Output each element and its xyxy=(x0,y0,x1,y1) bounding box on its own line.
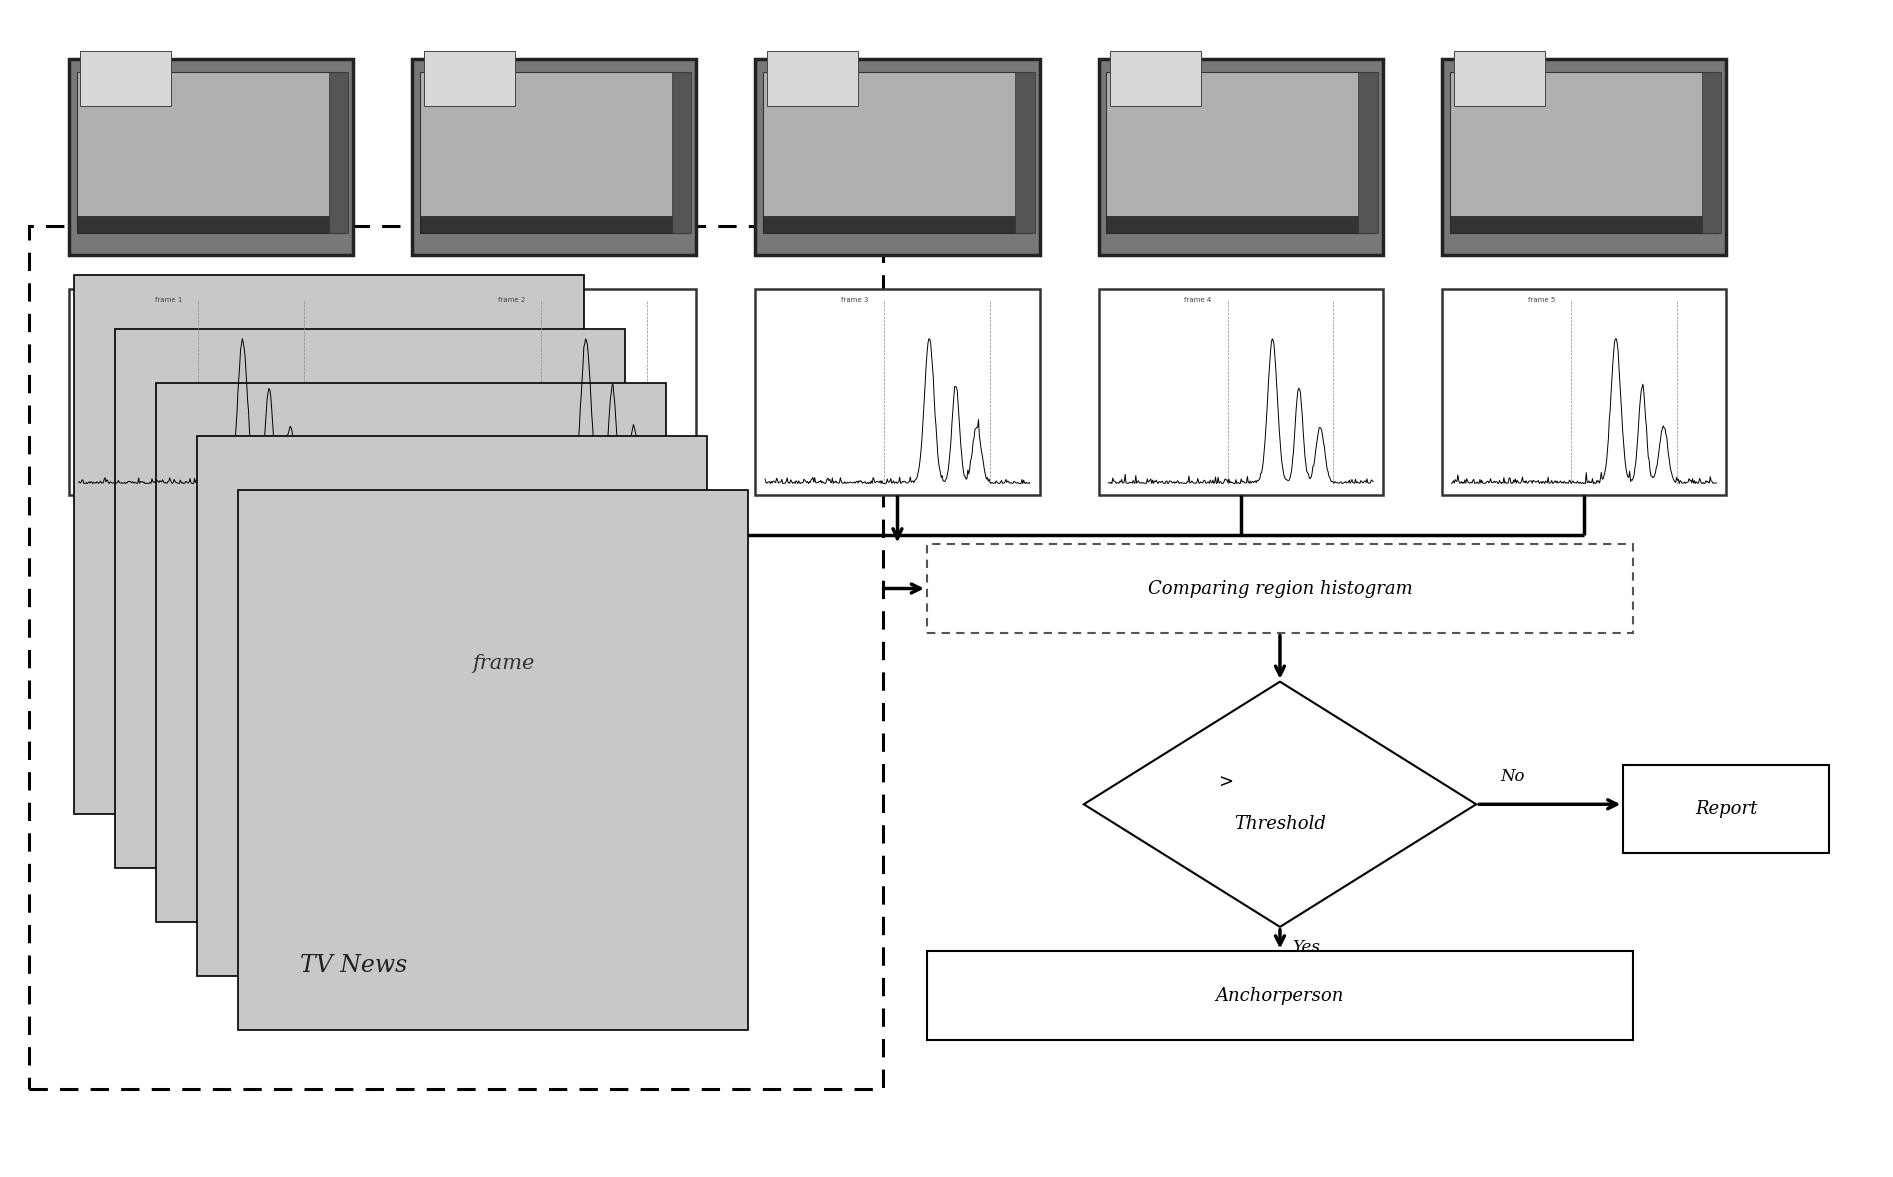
Text: frame 4: frame 4 xyxy=(1185,297,1212,304)
Bar xyxy=(30,226,882,1089)
Text: TV News: TV News xyxy=(301,953,407,977)
Bar xyxy=(239,491,748,1030)
Bar xyxy=(76,215,345,233)
Bar xyxy=(329,72,348,233)
Text: >: > xyxy=(1219,773,1234,792)
Bar xyxy=(115,328,625,869)
Text: frame 5: frame 5 xyxy=(1528,297,1554,304)
Text: frame 2: frame 2 xyxy=(498,297,524,304)
Bar xyxy=(1015,72,1035,233)
Text: frame 1: frame 1 xyxy=(155,297,182,304)
Bar xyxy=(420,72,689,233)
Bar xyxy=(413,290,697,496)
Bar xyxy=(928,544,1634,633)
Bar xyxy=(755,290,1039,496)
Bar xyxy=(1106,215,1374,233)
Bar xyxy=(763,72,1032,233)
Text: Anchorperson: Anchorperson xyxy=(1215,986,1344,1004)
Bar xyxy=(767,51,858,106)
Bar xyxy=(1442,290,1726,496)
Bar xyxy=(1098,59,1384,255)
Bar xyxy=(74,274,583,814)
Bar xyxy=(76,72,345,233)
Bar xyxy=(155,383,666,922)
Bar xyxy=(928,951,1634,1039)
Bar xyxy=(1111,51,1202,106)
Bar xyxy=(197,437,708,976)
Bar xyxy=(1359,72,1378,233)
Text: Comparing region histogram: Comparing region histogram xyxy=(1147,579,1412,598)
Bar xyxy=(1454,51,1545,106)
Bar xyxy=(413,59,697,255)
Bar xyxy=(80,51,172,106)
Bar xyxy=(420,215,689,233)
Bar xyxy=(68,59,354,255)
Bar xyxy=(672,72,691,233)
Bar xyxy=(424,51,515,106)
Polygon shape xyxy=(1085,681,1477,927)
Text: frame: frame xyxy=(473,653,534,672)
Bar xyxy=(755,59,1039,255)
Text: frame 3: frame 3 xyxy=(840,297,869,304)
Text: Threshold: Threshold xyxy=(1234,814,1325,833)
Bar xyxy=(1098,290,1384,496)
Bar xyxy=(68,290,354,496)
Text: Report: Report xyxy=(1694,800,1757,818)
Bar xyxy=(763,215,1032,233)
Bar xyxy=(1450,72,1719,233)
Text: No: No xyxy=(1501,767,1526,785)
Bar xyxy=(1624,765,1829,853)
Bar xyxy=(1702,72,1721,233)
Text: Yes: Yes xyxy=(1291,939,1319,956)
Bar xyxy=(1106,72,1374,233)
Bar xyxy=(1442,59,1726,255)
Bar xyxy=(1450,215,1719,233)
